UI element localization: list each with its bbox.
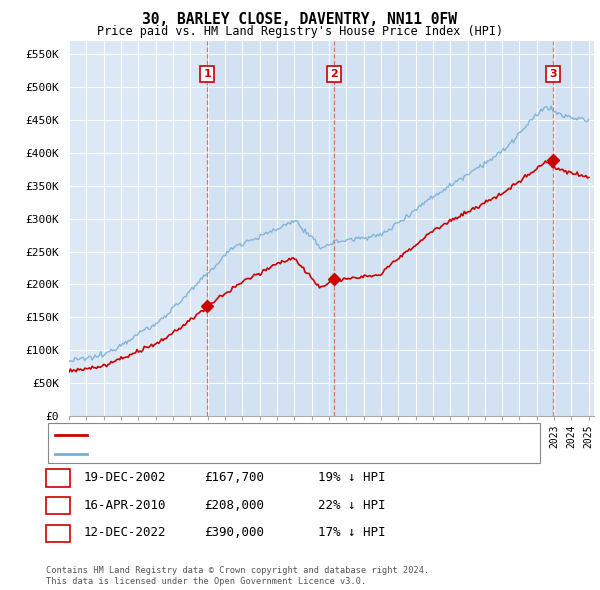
Text: Price paid vs. HM Land Registry's House Price Index (HPI): Price paid vs. HM Land Registry's House … (97, 25, 503, 38)
Text: 1: 1 (55, 471, 62, 484)
Text: This data is licensed under the Open Government Licence v3.0.: This data is licensed under the Open Gov… (46, 577, 367, 586)
Text: 19% ↓ HPI: 19% ↓ HPI (318, 471, 386, 484)
Text: 16-APR-2010: 16-APR-2010 (84, 499, 167, 512)
Text: 30, BARLEY CLOSE, DAVENTRY, NN11 0FW: 30, BARLEY CLOSE, DAVENTRY, NN11 0FW (143, 12, 458, 27)
Text: HPI: Average price, detached house, West Northamptonshire: HPI: Average price, detached house, West… (93, 449, 449, 458)
Text: £208,000: £208,000 (204, 499, 264, 512)
Text: 2: 2 (55, 499, 62, 512)
Text: 17% ↓ HPI: 17% ↓ HPI (318, 526, 386, 539)
Text: 3: 3 (55, 526, 62, 539)
Text: £390,000: £390,000 (204, 526, 264, 539)
Bar (207, 41, 334, 416)
Text: Contains HM Land Registry data © Crown copyright and database right 2024.: Contains HM Land Registry data © Crown c… (46, 566, 430, 575)
Text: 22% ↓ HPI: 22% ↓ HPI (318, 499, 386, 512)
Text: 30, BARLEY CLOSE, DAVENTRY, NN11 0FW (detached house): 30, BARLEY CLOSE, DAVENTRY, NN11 0FW (de… (93, 430, 424, 440)
Bar (553, 41, 589, 416)
Text: 12-DEC-2022: 12-DEC-2022 (84, 526, 167, 539)
Text: 1: 1 (203, 69, 211, 79)
Bar (334, 41, 553, 416)
Text: 3: 3 (550, 69, 557, 79)
Text: 2: 2 (330, 69, 338, 79)
Text: £167,700: £167,700 (204, 471, 264, 484)
Text: 19-DEC-2002: 19-DEC-2002 (84, 471, 167, 484)
